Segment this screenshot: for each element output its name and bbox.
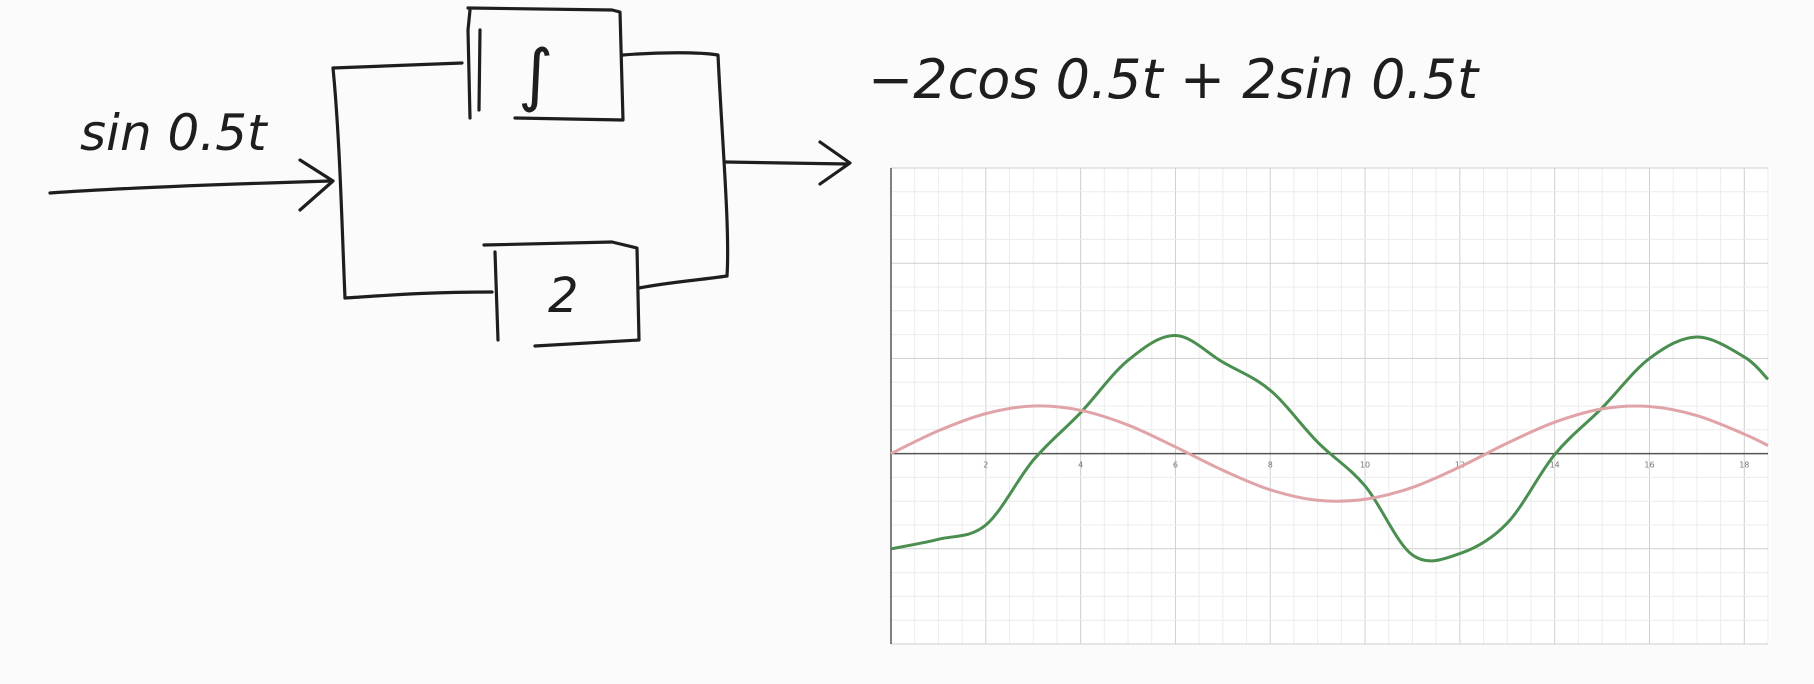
integrator-symbol: ∫ [518,36,553,115]
x-tick-label: 12 [1455,461,1465,470]
x-tick-label: 4 [1078,461,1083,470]
integrator-block: ∫ [466,6,625,122]
x-tick-label: 16 [1644,461,1654,470]
plot-series [890,334,1770,563]
x-tick-label: 10 [1360,461,1370,470]
x-tick-label: 6 [1173,461,1178,470]
series-line-2 [890,404,1769,503]
output-wiring [621,51,852,290]
x-tick-label: 14 [1550,461,1560,470]
x-tick-label: 2 [983,461,988,470]
output-label: −2cos 0.5t + 2sin 0.5t [868,48,1480,111]
input-arrow [48,158,335,212]
split-wiring [331,61,494,300]
series-line-1 [890,334,1770,563]
x-tick-label: 18 [1739,461,1749,470]
gain-block: 2 [482,240,641,348]
input-label: sin 0.5t [80,104,269,162]
output-plot: 2 4 6 8 10 12 14 16 18 [890,167,1770,645]
plot-tick-labels: 2 4 6 8 10 12 14 16 18 [983,461,1749,470]
gain-label: 2 [548,268,579,324]
x-tick-label: 8 [1268,461,1273,470]
